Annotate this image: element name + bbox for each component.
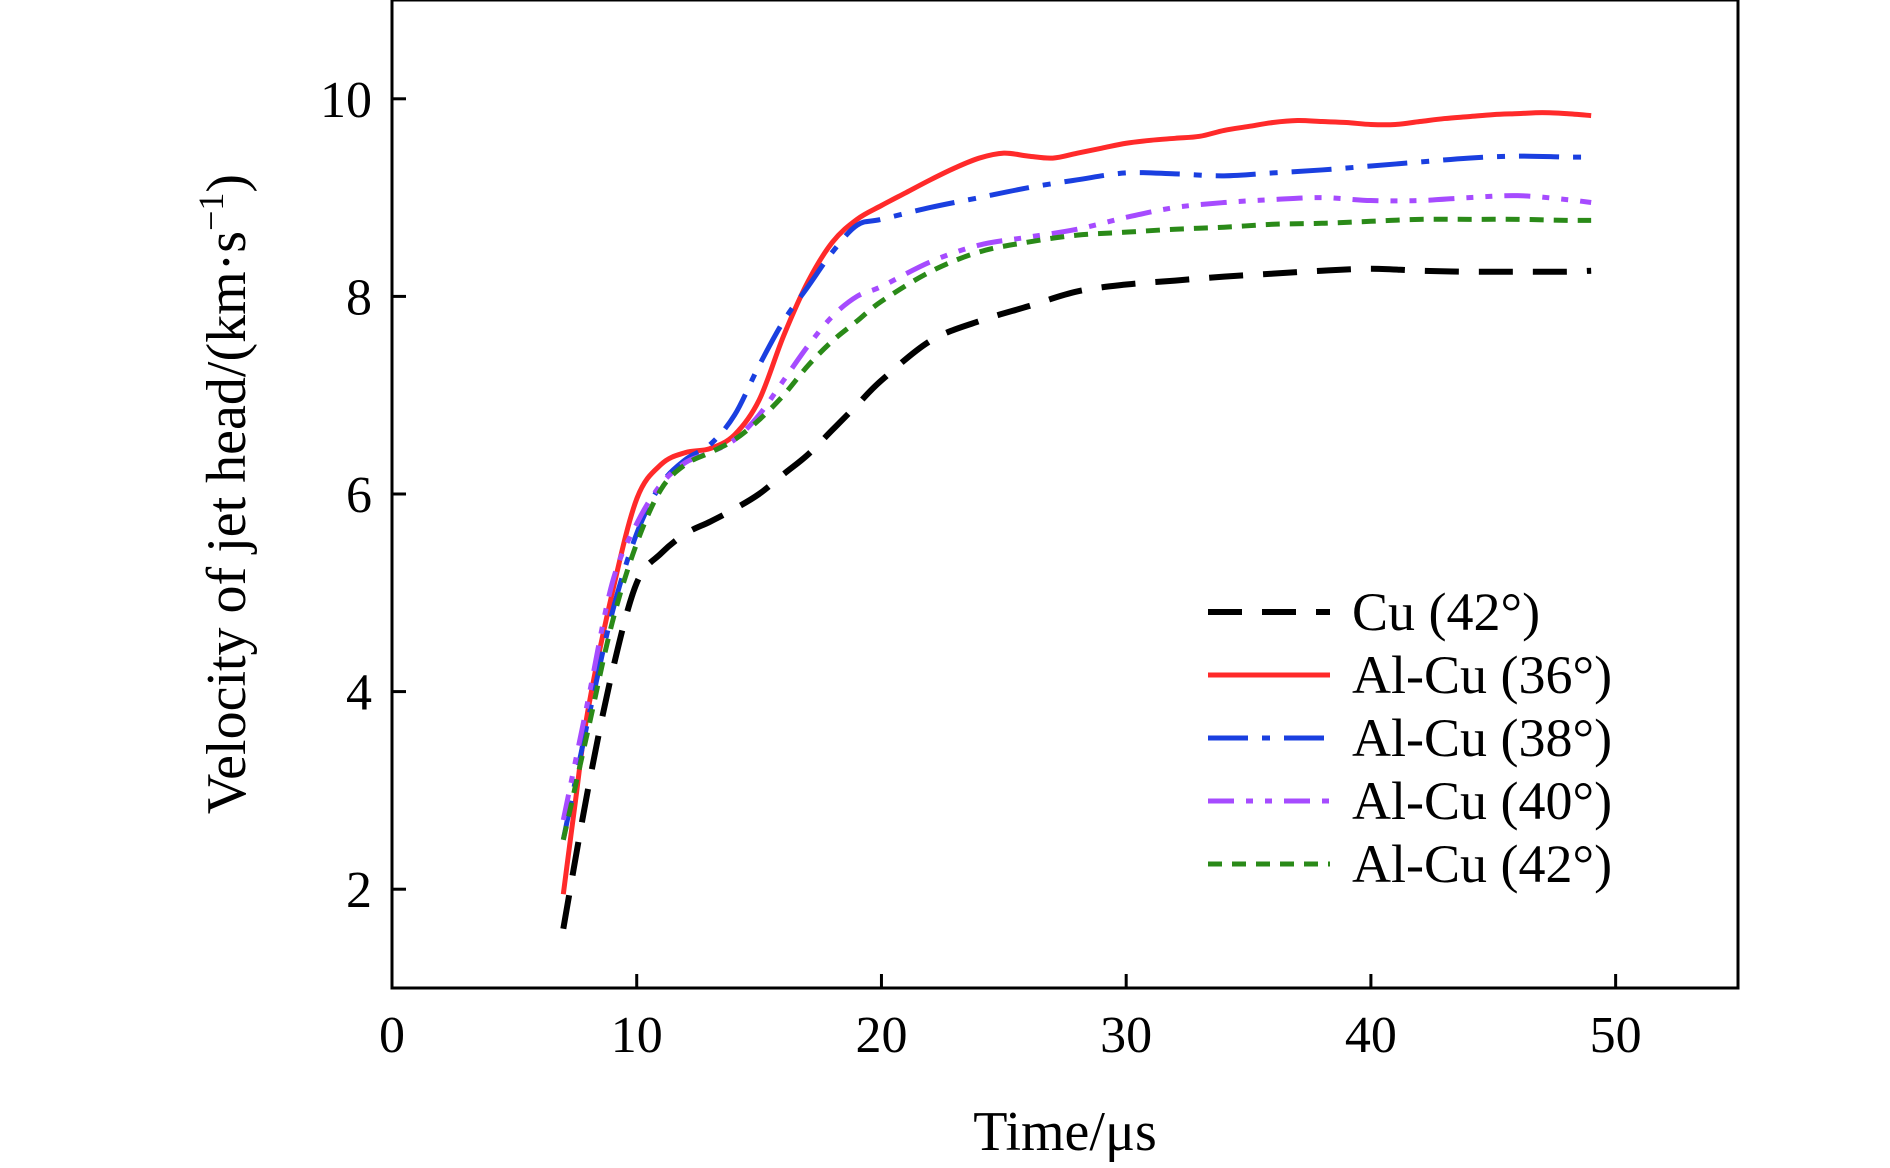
x-tick-label: 0 bbox=[379, 1007, 405, 1064]
legend-label-2: Al-Cu (38°) bbox=[1352, 708, 1612, 768]
legend: Cu (42°)Al-Cu (36°)Al-Cu (38°)Al-Cu (40°… bbox=[1208, 582, 1612, 894]
x-tick-label: 10 bbox=[611, 1007, 663, 1064]
y-tick-label: 6 bbox=[346, 467, 372, 524]
y-tick-label: 2 bbox=[346, 862, 372, 919]
y-axis-title-main: Velocity of jet head/(km·s bbox=[196, 231, 258, 814]
series-line-4 bbox=[560, 216, 1592, 841]
y-tick-label: 4 bbox=[346, 665, 372, 722]
series-line-1 bbox=[560, 110, 1592, 895]
series-line-2 bbox=[560, 153, 1592, 841]
series-line-0 bbox=[560, 265, 1592, 930]
y-axis: 2 4 6 8 10 bbox=[320, 72, 406, 919]
y-tick-label: 10 bbox=[320, 72, 372, 129]
legend-label-1: Al-Cu (36°) bbox=[1352, 645, 1612, 705]
x-tick-label: 40 bbox=[1345, 1007, 1397, 1064]
y-axis-title-suffix: ) bbox=[196, 174, 258, 193]
x-tick-label: 30 bbox=[1100, 1007, 1152, 1064]
y-axis-title: Velocity of jet head/(km·s−1) bbox=[191, 174, 258, 814]
legend-label-4: Al-Cu (42°) bbox=[1352, 834, 1612, 894]
x-axis: 0 10 20 30 40 50 bbox=[379, 974, 1642, 1064]
y-axis-title-superscript: −1 bbox=[191, 193, 231, 231]
x-tick-label: 20 bbox=[855, 1007, 907, 1064]
legend-label-0: Cu (42°) bbox=[1352, 582, 1540, 642]
x-tick-label: 50 bbox=[1590, 1007, 1642, 1064]
series-layer bbox=[560, 110, 1592, 930]
x-axis-title: Time/μs bbox=[973, 1101, 1157, 1163]
y-tick-label: 8 bbox=[346, 269, 372, 326]
series-line-3 bbox=[560, 193, 1592, 821]
legend-label-3: Al-Cu (40°) bbox=[1352, 771, 1612, 831]
